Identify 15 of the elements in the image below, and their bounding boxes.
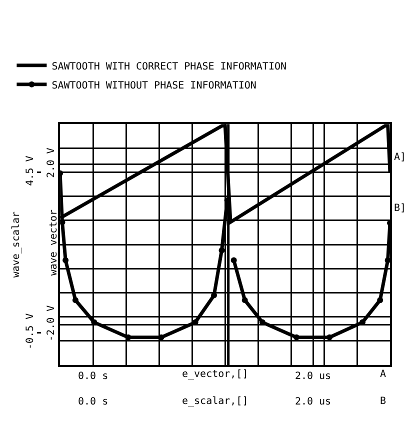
text: A] bbox=[394, 152, 406, 163]
legend-label: SAWTOOTH WITH CORRECT PHASE INFORMATION bbox=[52, 61, 287, 72]
y-tick-label: 2.0 V bbox=[46, 148, 58, 178]
x2-axis-title: e_scalar,[] bbox=[182, 396, 248, 407]
y2-axis-title: wave_scalar bbox=[10, 211, 22, 278]
x2-tick-label: 2.0 us bbox=[294, 396, 332, 408]
x-axis-title: e_vector,[] bbox=[182, 369, 248, 380]
y-tick-label: -2.0 V bbox=[46, 305, 58, 342]
text: B] bbox=[394, 203, 406, 214]
legend-label: SAWTOOTH WITHOUT PHASE INFORMATION bbox=[52, 80, 256, 92]
y2-tick-label: -0.5 V bbox=[24, 313, 36, 350]
y2-tick-label: 4.5 V bbox=[24, 156, 36, 186]
text: A bbox=[380, 369, 386, 380]
text: B bbox=[380, 396, 386, 407]
x2-tick-label: 0.0 s bbox=[78, 396, 108, 408]
